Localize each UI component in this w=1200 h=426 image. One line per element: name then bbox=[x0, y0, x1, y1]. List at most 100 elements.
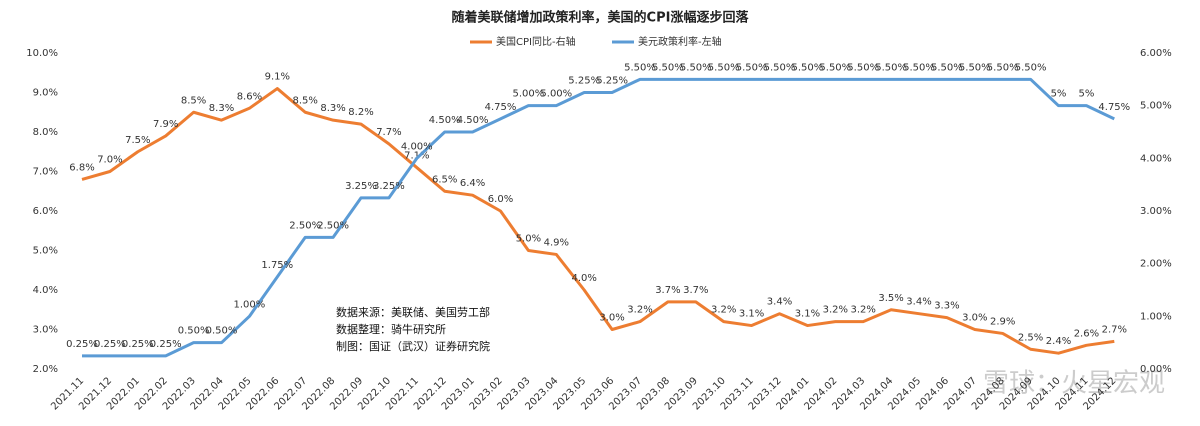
y-tick-label: 5.0% bbox=[33, 246, 58, 257]
data-label: 8.5% bbox=[181, 95, 206, 106]
data-label: 4.9% bbox=[544, 237, 569, 248]
series-line bbox=[81, 87, 1115, 355]
data-label: 0.25% bbox=[66, 339, 98, 350]
y2-tick-label: 5.00% bbox=[1140, 101, 1172, 112]
annotation: 数据整理：骑牛研究所 bbox=[336, 322, 446, 336]
y-tick-label: 2.0% bbox=[33, 364, 58, 375]
data-label: 5.50% bbox=[1015, 62, 1047, 73]
y2-tick-label: 1.00% bbox=[1140, 311, 1172, 322]
data-label: 7.7% bbox=[376, 127, 401, 138]
annotation: 数据来源：美联储、美国劳工部 bbox=[336, 305, 490, 319]
data-label: 5.50% bbox=[987, 62, 1019, 73]
y-tick-label: 7.0% bbox=[33, 167, 58, 178]
data-label: 3.5% bbox=[878, 293, 903, 304]
data-label: 3.2% bbox=[627, 305, 652, 316]
data-label: 4.50% bbox=[457, 115, 489, 126]
data-label: 5.00% bbox=[513, 89, 545, 100]
data-label: 3.0% bbox=[599, 313, 624, 324]
data-label: 5.50% bbox=[931, 62, 963, 73]
data-label: 0.25% bbox=[94, 339, 126, 350]
data-label: 4.75% bbox=[485, 102, 517, 113]
data-label: 0.25% bbox=[150, 339, 182, 350]
data-label: 5.50% bbox=[736, 62, 768, 73]
data-label: 3.3% bbox=[934, 301, 959, 312]
data-label: 0.50% bbox=[178, 326, 210, 337]
data-label: 2.6% bbox=[1074, 328, 1099, 339]
data-label: 0.25% bbox=[122, 339, 154, 350]
data-label: 4.0% bbox=[571, 273, 596, 284]
y2-tick-label: 0.00% bbox=[1140, 364, 1172, 375]
data-label: 8.2% bbox=[348, 107, 373, 118]
y2-tick-label: 4.00% bbox=[1140, 153, 1172, 164]
data-label: 3.1% bbox=[739, 309, 764, 320]
y-tick-label: 6.0% bbox=[33, 206, 58, 217]
series-line bbox=[82, 77, 1115, 358]
y-tick-label: 8.0% bbox=[33, 127, 58, 138]
data-label: 7.1% bbox=[404, 151, 429, 162]
data-label: 7.9% bbox=[153, 119, 178, 130]
data-label: 8.3% bbox=[320, 103, 345, 114]
data-label: 8.5% bbox=[292, 95, 317, 106]
data-label: 4.50% bbox=[429, 115, 461, 126]
data-label: 5.50% bbox=[875, 62, 907, 73]
y-tick-label: 10.0% bbox=[26, 48, 58, 59]
data-label: 3.1% bbox=[795, 309, 820, 320]
data-label: 2.5% bbox=[1018, 332, 1043, 343]
data-label: 6.8% bbox=[69, 162, 94, 173]
data-label: 5.50% bbox=[624, 62, 656, 73]
data-label: 5.50% bbox=[847, 62, 879, 73]
legend-label: 美元政策利率-左轴 bbox=[638, 35, 722, 48]
data-label: 5.00% bbox=[540, 89, 572, 100]
data-label: 3.25% bbox=[373, 181, 405, 192]
data-label: 1.00% bbox=[234, 299, 266, 310]
data-label: 7.5% bbox=[125, 135, 150, 146]
data-label: 3.4% bbox=[906, 297, 931, 308]
watermark: 雪球：火星宏观 bbox=[983, 369, 1165, 399]
data-label: 3.0% bbox=[962, 313, 987, 324]
data-label: 5.25% bbox=[596, 76, 628, 87]
data-label: 3.2% bbox=[711, 305, 736, 316]
data-label: 5.50% bbox=[652, 62, 684, 73]
data-label: 2.7% bbox=[1102, 324, 1127, 335]
data-label: 1.75% bbox=[261, 260, 293, 271]
data-label: 5.0% bbox=[516, 234, 541, 245]
data-label: 3.7% bbox=[683, 285, 708, 296]
data-label: 0.50% bbox=[206, 326, 238, 337]
data-label: 3.2% bbox=[850, 305, 875, 316]
y-tick-label: 9.0% bbox=[33, 88, 58, 99]
annotation: 制图：国证（武汉）证券研究院 bbox=[336, 339, 490, 353]
data-label: 3.4% bbox=[767, 297, 792, 308]
y2-tick-label: 6.00% bbox=[1140, 48, 1172, 59]
chart-title: 随着美联储增加政策利率，美国的CPI涨幅逐步回落 bbox=[452, 10, 750, 26]
legend-label: 美国CPI同比-右轴 bbox=[496, 35, 576, 48]
data-label: 6.5% bbox=[432, 174, 457, 185]
data-label: 4.00% bbox=[401, 141, 433, 152]
data-label: 2.50% bbox=[317, 220, 349, 231]
data-label: 5.50% bbox=[708, 62, 740, 73]
data-label: 8.6% bbox=[237, 91, 262, 102]
y2-tick-label: 3.00% bbox=[1140, 206, 1172, 217]
data-label: 5% bbox=[1078, 89, 1094, 100]
data-label: 9.1% bbox=[265, 72, 290, 83]
data-label: 5% bbox=[1051, 89, 1067, 100]
data-label: 3.2% bbox=[823, 305, 848, 316]
y2-tick-label: 2.00% bbox=[1140, 259, 1172, 270]
data-label: 6.4% bbox=[460, 178, 485, 189]
data-label: 5.25% bbox=[568, 76, 600, 87]
data-label: 4.75% bbox=[1098, 102, 1130, 113]
y-tick-label: 3.0% bbox=[33, 325, 58, 336]
data-label: 6.0% bbox=[488, 194, 513, 205]
data-label: 2.50% bbox=[289, 220, 321, 231]
data-label: 5.50% bbox=[819, 62, 851, 73]
data-label: 5.50% bbox=[959, 62, 991, 73]
data-label: 2.4% bbox=[1046, 336, 1071, 347]
y-tick-label: 4.0% bbox=[33, 285, 58, 296]
data-label: 5.50% bbox=[903, 62, 935, 73]
data-label: 3.7% bbox=[655, 285, 680, 296]
data-label: 2.9% bbox=[990, 316, 1015, 327]
data-label: 3.25% bbox=[345, 181, 377, 192]
data-label: 7.0% bbox=[97, 155, 122, 166]
data-label: 5.50% bbox=[792, 62, 824, 73]
data-label: 8.3% bbox=[209, 103, 234, 114]
